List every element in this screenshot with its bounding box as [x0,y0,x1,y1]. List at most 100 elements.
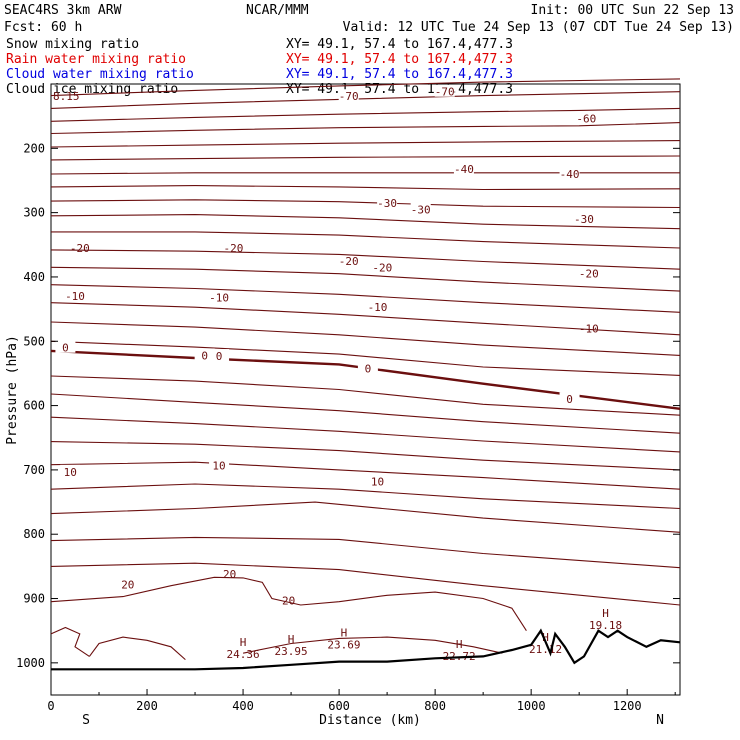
maximum-value: 23.95 [275,645,308,658]
contour-label-bg [578,321,599,334]
contour-label-bg [209,290,230,303]
isotherm-line [50,122,681,135]
contour-label-bg [60,464,81,477]
isotherm-line [51,231,681,249]
center-title: NCAR/MMM [246,3,309,18]
contour-label: -20 [579,268,599,281]
x-tick-label: 200 [136,699,158,713]
contour-label: -20 [339,255,359,268]
x-tick-label: 1000 [517,699,546,713]
contour-label-bg [357,361,378,374]
contour-label: 0 [216,350,223,363]
y-tick-label: 300 [23,206,45,220]
contour-label: 0 [62,342,69,355]
isotherm-line [50,140,681,148]
contour-label: -40 [454,163,474,176]
forecast-hour: Fcst: 60 h [4,20,82,35]
contour-label: 10 [64,466,77,479]
isotherm-line [50,155,681,161]
maximum-value: 21.12 [529,643,562,656]
contour-label: -40 [560,168,580,181]
contour-label-bg [573,212,594,225]
field-rain-xy: XY= 49.1, 57.4 to 167.4,477.3 [286,52,513,67]
contour-label-bg [338,89,359,102]
isotherm-line [242,636,503,654]
y-axis-label: Pressure (hPa) [5,335,20,445]
contour-label: -10 [209,292,229,305]
contour-label-bg [367,300,388,313]
isotherm-line [50,501,681,533]
isotherm-line [50,349,681,410]
maximum-marker: H [542,631,549,644]
contour-label: -10 [368,301,388,314]
contour-label-20: 20 [223,568,236,581]
contour-label: -70 [339,90,359,103]
contour-label-bg [209,349,230,362]
isotherm-line [88,636,186,661]
contour-label-bg [55,340,76,353]
x-tick-label: 600 [328,699,350,713]
maximum-value: 23.69 [327,638,360,651]
x-tick-label: 0 [47,699,54,713]
corner-contour-label: 8.15 [53,90,80,103]
contour-label-20: 20 [121,578,134,591]
model-title: SEAC4RS 3km ARW [4,3,122,18]
field-snow-label: Snow mixing ratio [6,37,139,52]
contour-label: 10 [371,475,384,488]
isotherm-line [50,393,681,434]
isotherm-line [50,284,681,313]
maximum-marker: H [341,626,348,639]
x-axis: 0 200 400 600 800 1000 1200 [47,689,676,713]
isotherm-line [50,461,681,490]
field-rain-label: Rain water mixing ratio [6,52,186,67]
maximum-marker: H [456,638,463,651]
contour-label: -30 [574,213,594,226]
x-tick-label: 800 [424,699,446,713]
y-tick-label: 800 [23,527,45,541]
contour-label: -10 [579,322,599,335]
isotherm-line [50,185,681,191]
isotherm-line [50,626,90,657]
contour-label: -20 [224,242,244,255]
contour-label-bg [559,167,580,180]
field-cloudice-label: Cloud ice mixing ratio [6,82,178,97]
contour-label: 0 [201,349,208,362]
contour-label-bg [453,161,474,174]
contour-label-bg [223,241,244,254]
isotherm-line [50,416,681,453]
contour-label: -30 [411,203,431,216]
maximum-marker: H [240,636,247,649]
isotherm-line [50,562,681,606]
isotherm-line [50,576,527,631]
isotherm-line [50,78,681,97]
contour-label-bg [65,289,86,302]
isotherm-line [50,249,681,270]
terrain-line [51,628,681,671]
contour-label: -70 [435,86,455,99]
isotherm-line [50,266,681,292]
maximum-value: 19.18 [589,619,622,632]
contour-label-bg [338,253,359,266]
y-tick-label: 700 [23,463,45,477]
isotherm-line [50,214,681,230]
y-tick-label: 500 [23,334,45,348]
maximum-value: 24.36 [226,648,259,661]
y-tick-label: 1000 [16,656,45,670]
contour-label-bg [578,266,599,279]
contour-label: 0 [566,393,573,406]
contour-label-bg [367,474,388,487]
isotherm-line [50,172,680,175]
contour-label: 10 [212,459,225,472]
terrain-profile [51,628,681,671]
isotherm-line [50,441,681,471]
x-axis-left-label: S [82,713,90,728]
contour-label-bg [559,392,580,405]
y-tick-label: 200 [23,141,45,155]
contour-label: -20 [372,261,392,274]
contour-label: -20 [70,242,90,255]
init-time: Init: 00 UTC Sun 22 Sep 13 [531,3,735,18]
x-tick-label: 400 [232,699,254,713]
contour-label: -10 [65,290,85,303]
